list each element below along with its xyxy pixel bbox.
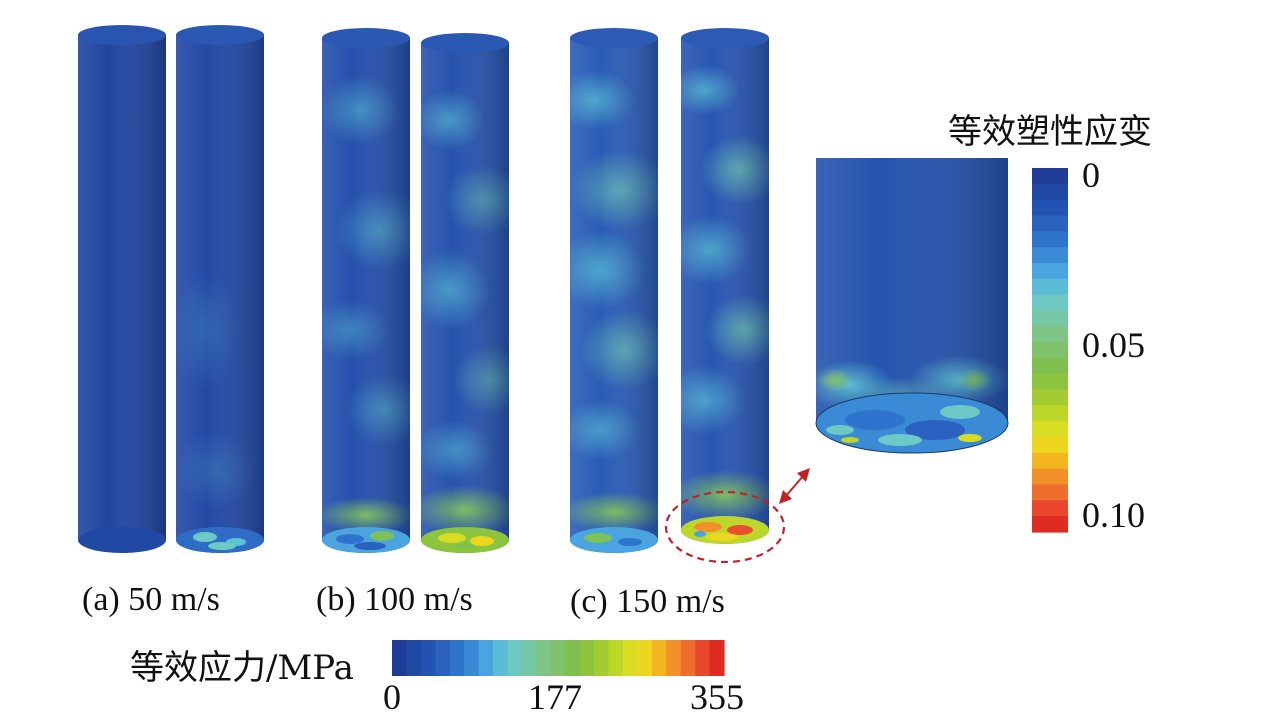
cylinder-c-stress [570,28,658,553]
stress-legend-title: 等效应力/MPa [130,648,354,688]
stress-colorbar [392,640,725,676]
strain-colorbar-step [1032,484,1068,501]
stress-colorbar-step [637,640,653,676]
stress-colorbar-step [406,640,422,676]
stress-colorbar-step [536,640,552,676]
stress-colorbar-step [392,640,408,676]
strain-colorbar-step [1032,437,1068,454]
stress-colorbar-step [594,640,610,676]
strain-colorbar-step [1032,310,1068,327]
stress-colorbar-step [464,640,480,676]
stress-colorbar-step [709,640,725,676]
caption-a: (a) 50 m/s [82,581,220,618]
strain-colorbar-step [1032,278,1068,296]
stress-colorbar-step [651,640,667,676]
zoomed-cylinder [815,158,1009,454]
stress-colorbar-step [579,640,595,676]
caption-c: (c) 150 m/s [570,583,725,620]
cylinder-a-strain [176,25,264,553]
zoom-arrow [779,468,810,504]
strain-colorbar-step [1032,199,1068,217]
stress-tick-min: 0 [383,677,401,717]
stress-colorbar-step [565,640,581,676]
strain-colorbar-step [1032,262,1068,280]
strain-colorbar-step [1032,215,1068,232]
stress-colorbar-step [666,640,682,676]
stress-colorbar-step [608,640,624,676]
strain-tick-min: 0 [1082,155,1100,195]
strain-colorbar-step [1032,326,1068,343]
stress-colorbar-step [550,640,566,676]
caption-b: (b) 100 m/s [316,581,473,618]
highlight-circle [664,490,786,564]
stress-tick-mid: 177 [528,677,582,717]
strain-colorbar-step [1032,468,1068,486]
stress-tick-max: 355 [690,677,744,717]
strain-colorbar-step [1032,294,1068,312]
cylinder-a-stress [78,25,166,553]
strain-colorbar-step [1032,183,1068,201]
cylinder-b-strain [421,33,509,553]
stress-colorbar-step [493,640,509,676]
stress-colorbar-step [622,640,638,676]
strain-colorbar-step [1032,247,1068,264]
strain-tick-max: 0.10 [1082,495,1145,535]
strain-legend-title: 等效塑性应变 [948,112,1152,152]
strain-colorbar-step [1032,500,1068,517]
stress-colorbar-step [680,640,696,676]
strain-colorbar-step [1032,389,1068,406]
stress-colorbar-step [695,640,711,676]
strain-colorbar-step [1032,342,1068,359]
strain-tick-mid: 0.05 [1082,325,1145,365]
strain-colorbar-step [1032,231,1068,248]
strain-colorbar-step [1032,357,1068,375]
strain-colorbar-step [1032,373,1068,391]
strain-colorbar-step [1032,452,1068,470]
stress-colorbar-step [420,640,436,676]
strain-colorbar [1032,168,1068,533]
stress-colorbar-step [435,640,451,676]
strain-colorbar-step [1032,405,1068,422]
cylinder-b-stress [322,28,410,553]
cylinder-c-strain [681,28,769,544]
stress-colorbar-step [521,640,537,676]
stress-colorbar-step [478,640,494,676]
strain-colorbar-step [1032,516,1068,533]
strain-colorbar-step [1032,168,1068,185]
stress-colorbar-step [449,640,465,676]
strain-colorbar-step [1032,421,1068,438]
stress-colorbar-step [507,640,523,676]
